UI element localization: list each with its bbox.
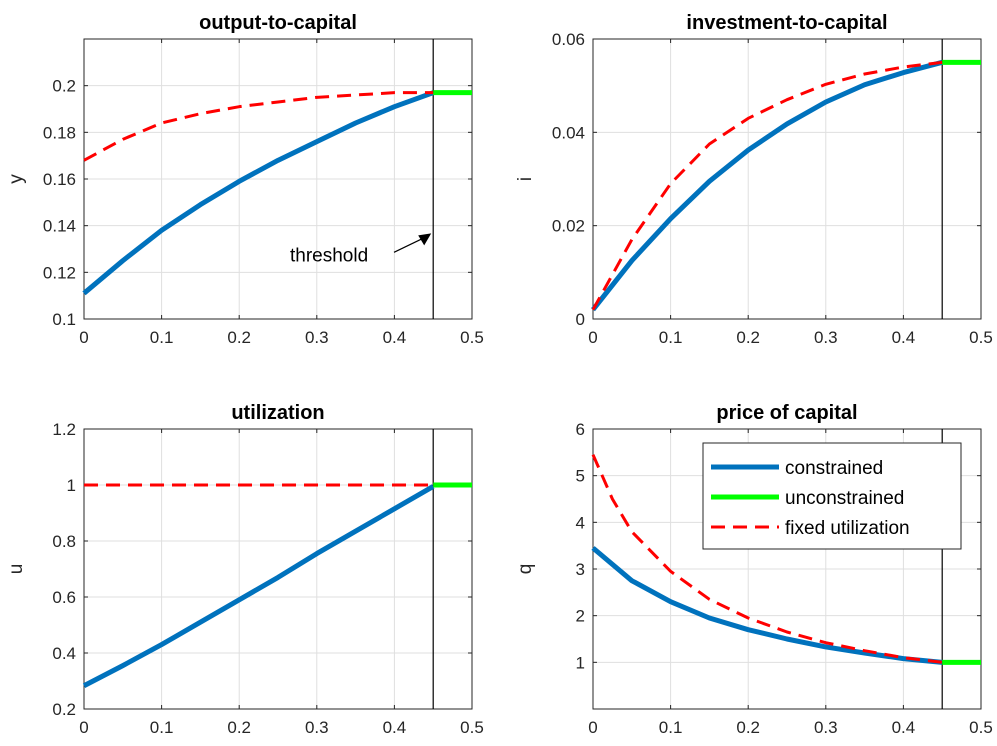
- chart-title: price of capital: [716, 402, 857, 424]
- y-tick-label: 0.6: [52, 588, 76, 607]
- y-tick-label: 6: [576, 420, 585, 439]
- y-tick-label: 2: [576, 607, 585, 626]
- panel-output-to-capital: 0 0.1 0.2 0.3 0.4 0.50.10.120.140.160.180.2ou…: [6, 12, 484, 347]
- y-tick-label: 0.04: [552, 123, 585, 142]
- y-tick-label: 0.16: [43, 170, 76, 189]
- x-tick-label: 0.3: [814, 328, 838, 347]
- legend-label-constrained: constrained: [785, 458, 883, 479]
- panel-investment-to-capital: 0 0.1 0.2 0.3 0.4 0.5 0 0.02 0.04 0.06 investment-…: [515, 12, 993, 347]
- panel-utilization: 0 0.1 0.2 0.3 0.4 0.5 0.2 0.4 0.6 0.8 1 1.2 utilizat…: [6, 402, 484, 737]
- annotation-arrow-head: [418, 233, 432, 246]
- x-tick-label: 0.2: [227, 328, 251, 347]
- y-axis-label: q: [515, 564, 536, 575]
- threshold-annotation: threshold: [290, 245, 368, 266]
- x-tick-label: 0.2: [736, 328, 760, 347]
- y-tick-label: 0.4: [52, 644, 76, 663]
- y-tick-label: 0.12: [43, 263, 76, 282]
- x-tick-label: 0.5: [969, 718, 993, 737]
- series-line-fixed-utilization: [83, 91, 434, 162]
- x-tick-label: 0.3: [305, 328, 329, 347]
- x-tick-label: 0.1: [659, 718, 683, 737]
- y-tick-label: 0.2: [52, 700, 76, 719]
- x-tick-label: 0.4: [383, 718, 407, 737]
- y-tick-label: 1: [67, 476, 76, 495]
- y-tick-label: 5: [576, 467, 585, 486]
- y-tick-label: 0.8: [52, 532, 76, 551]
- x-tick-label: 0.1: [659, 328, 683, 347]
- y-tick-label: 1: [576, 653, 585, 672]
- x-tick-label: 0.3: [814, 718, 838, 737]
- y-axis-label: u: [6, 564, 27, 575]
- x-tick-label: 0: [588, 718, 597, 737]
- x-tick-label: 0.5: [460, 328, 484, 347]
- series-line-fixed-utilization: [591, 60, 943, 311]
- y-tick-label: 3: [576, 560, 585, 579]
- y-axis-label: y: [6, 174, 27, 184]
- x-tick-label: 0: [588, 328, 597, 347]
- series-line-constrained: [591, 546, 943, 665]
- legend-label-fixed-utilization: fixed utilization: [785, 518, 910, 539]
- legend: constrained unconstrained fixed utilizatio…: [702, 442, 962, 550]
- series-line-constrained: [82, 484, 435, 688]
- series-line-fixed-utilization: [591, 454, 943, 664]
- y-tick-label: 0.2: [52, 77, 76, 96]
- y-tick-label: 0.14: [43, 217, 76, 236]
- x-tick-label: 0.4: [383, 328, 407, 347]
- x-tick-label: 0.5: [969, 328, 993, 347]
- x-tick-label: 0.2: [736, 718, 760, 737]
- legend-label-unconstrained: unconstrained: [785, 488, 904, 509]
- x-tick-label: 0: [79, 328, 88, 347]
- panel-price-of-capital: 0 0.1 0.2 0.3 0.4 0.5 1 2 3 4 5 6 price of capital q c…: [515, 402, 993, 737]
- plot-area: [593, 39, 981, 319]
- x-tick-label: 0.1: [150, 718, 174, 737]
- y-tick-label: 0.18: [43, 123, 76, 142]
- y-tick-label: 0.1: [52, 310, 76, 329]
- x-tick-label: 0: [79, 718, 88, 737]
- chart-title: output-to-capital: [199, 12, 357, 34]
- axes-box: [83, 428, 473, 710]
- chart-title: utilization: [231, 402, 324, 424]
- y-tick-label: 0.06: [552, 30, 585, 49]
- x-tick-label: 0.4: [892, 328, 916, 347]
- y-tick-label: 0.02: [552, 217, 585, 236]
- plot-area: [84, 429, 472, 709]
- y-tick-label: 1.2: [52, 420, 76, 439]
- y-tick-label: 4: [576, 513, 585, 532]
- x-tick-label: 0.2: [227, 718, 251, 737]
- y-tick-label: 0: [576, 310, 585, 329]
- y-axis-label: i: [515, 177, 536, 181]
- axes-box: [592, 38, 982, 320]
- x-tick-label: 0.3: [305, 718, 329, 737]
- chart-title: investment-to-capital: [686, 12, 887, 34]
- series-line-constrained: [591, 59, 943, 312]
- series-line-constrained: [82, 90, 435, 296]
- x-tick-label: 0.5: [460, 718, 484, 737]
- x-tick-label: 0.4: [892, 718, 916, 737]
- x-tick-label: 0.1: [150, 328, 174, 347]
